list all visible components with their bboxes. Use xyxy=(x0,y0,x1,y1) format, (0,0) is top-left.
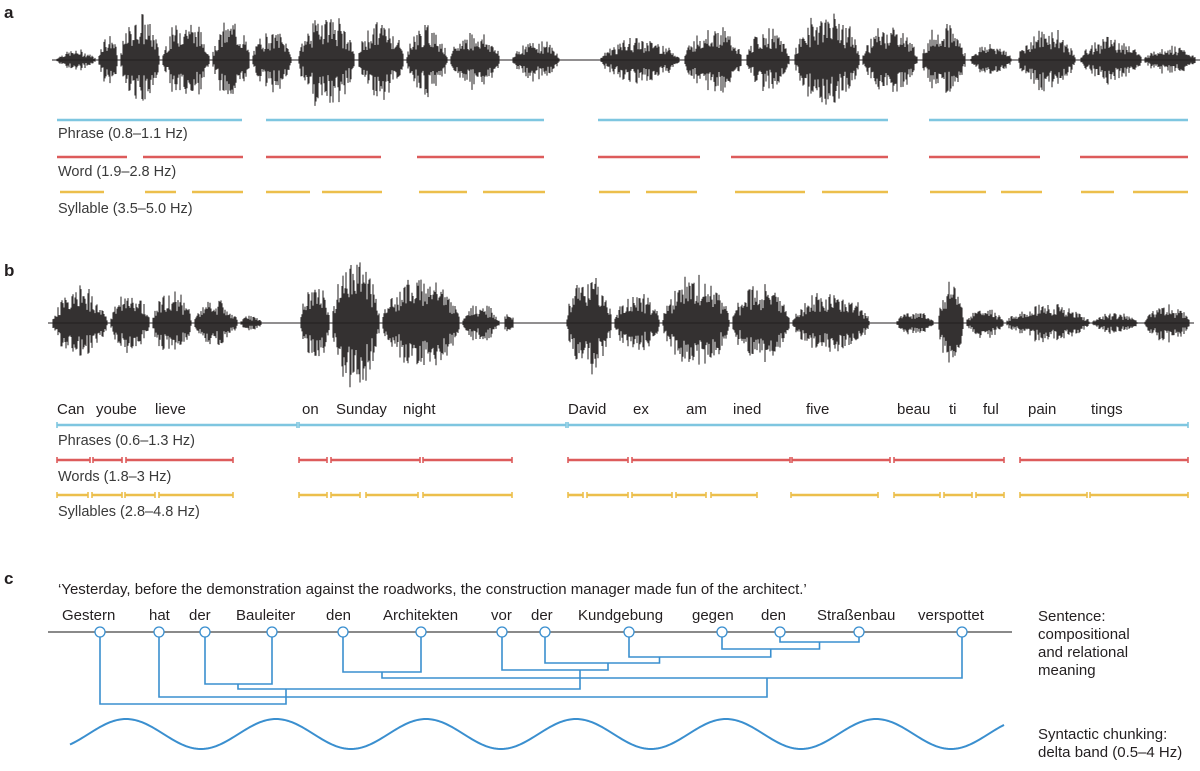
node-bauleiter xyxy=(266,626,278,638)
word-gegen: gegen xyxy=(692,607,734,624)
word-band-label-b: Words (1.8–3 Hz) xyxy=(58,469,171,485)
sentence-side-label: Sentence: compositional and relational m… xyxy=(1038,608,1130,679)
chunking-label-line-1: Syntactic chunking: xyxy=(1038,726,1167,743)
node-kundgebung xyxy=(623,626,635,638)
word-strassenbau: Straßenbau xyxy=(817,607,895,624)
word-kundgebung: Kundgebung xyxy=(578,607,663,624)
node-der-2 xyxy=(539,626,551,638)
node-strassenbau xyxy=(853,626,865,638)
syllable-band-label-b: Syllables (2.8–4.8 Hz) xyxy=(58,504,200,520)
bracket-gestern-clause xyxy=(99,632,287,705)
panel-a-envelope xyxy=(56,13,1196,106)
word-den-1: den xyxy=(326,607,351,624)
bracket-den-architekten xyxy=(342,632,422,673)
word-sunday: Sunday xyxy=(336,401,387,418)
node-gegen xyxy=(716,626,728,638)
syllable-band-label-a: Syllable (3.5–5.0 Hz) xyxy=(58,201,193,217)
sentence-label-line-1: Sentence: xyxy=(1038,608,1106,625)
panel-a-waveform xyxy=(52,13,1200,106)
word-five: five xyxy=(806,401,829,418)
bracket-subject-vp xyxy=(237,670,581,690)
node-den-2 xyxy=(774,626,786,638)
bracket-der-bauleiter xyxy=(204,632,273,685)
word-yoube: yoube xyxy=(96,401,137,418)
word-can: Can xyxy=(57,401,85,418)
panel-b-bands xyxy=(56,422,1189,498)
panel-b: b Can yoube lieve on Sunday night David … xyxy=(4,261,1194,520)
bracket-vor-phrase xyxy=(501,632,609,671)
node-gestern xyxy=(94,626,106,638)
panel-b-waveform xyxy=(48,262,1194,388)
phrase-band-label-a: Phrase (0.8–1.1 Hz) xyxy=(58,126,188,142)
word-on: on xyxy=(302,401,319,418)
word-ex: ex xyxy=(633,401,649,418)
chunking-label-line-2: delta band (0.5–4 Hz) xyxy=(1038,744,1182,761)
word-gestern: Gestern xyxy=(62,607,115,624)
node-den-1 xyxy=(337,626,349,638)
node-verspottet xyxy=(956,626,968,638)
word-der-1: der xyxy=(189,607,211,624)
chunking-side-label: Syntactic chunking: delta band (0.5–4 Hz… xyxy=(1038,726,1182,761)
sentence-label-line-2: compositional xyxy=(1038,626,1130,643)
word-ti: ti xyxy=(949,401,957,418)
word-hat: hat xyxy=(149,607,171,624)
word-der-2: der xyxy=(531,607,553,624)
word-vor: vor xyxy=(491,607,512,624)
sentence-label-line-4: meaning xyxy=(1038,662,1096,679)
panel-b-words: Can yoube lieve on Sunday night David ex… xyxy=(57,401,1123,418)
node-vor xyxy=(496,626,508,638)
word-ful: ful xyxy=(983,401,999,418)
word-night: night xyxy=(403,401,436,418)
panel-a: a Phrase (0.8–1.1 Hz) Word (1.9–2.8 Hz) … xyxy=(4,3,1200,217)
panel-a-bands xyxy=(57,118,1188,194)
word-am: am xyxy=(686,401,707,418)
word-beau: beau xyxy=(897,401,930,418)
node-der-1 xyxy=(199,626,211,638)
word-den-2: den xyxy=(761,607,786,624)
word-ined: ined xyxy=(733,401,761,418)
bracket-gegen-phrase xyxy=(721,632,821,650)
sentence-label-line-3: and relational xyxy=(1038,644,1128,661)
word-tings: tings xyxy=(1091,401,1123,418)
panel-a-letter: a xyxy=(4,3,14,22)
word-bauleiter: Bauleiter xyxy=(236,607,295,624)
word-architekten: Architekten xyxy=(383,607,458,624)
phrase-band-label-b: Phrases (0.6–1.3 Hz) xyxy=(58,433,195,449)
bracket-den-strassenbau xyxy=(779,632,860,643)
node-architekten xyxy=(415,626,427,638)
panel-c: c ‘Yesterday, before the demonstration a… xyxy=(4,569,1182,761)
panel-b-envelope xyxy=(52,262,1190,388)
node-hat xyxy=(153,626,165,638)
bracket-kundgebung-gegen xyxy=(628,632,772,658)
word-david: David xyxy=(568,401,606,418)
word-band-label-a: Word (1.9–2.8 Hz) xyxy=(58,164,176,180)
bracket-hat-clause xyxy=(158,632,768,698)
word-verspottet: verspottet xyxy=(918,607,985,624)
german-words: Gestern hat der Bauleiter den Architekte… xyxy=(62,607,985,624)
delta-wave xyxy=(69,717,1005,750)
bracket-object-verb xyxy=(381,632,963,679)
panel-c-letter: c xyxy=(4,569,13,588)
word-pain: pain xyxy=(1028,401,1056,418)
syntax-tree xyxy=(94,626,968,705)
bracket-der-kundgebung xyxy=(544,632,661,664)
word-lieve: lieve xyxy=(155,401,186,418)
panel-b-letter: b xyxy=(4,261,14,280)
sentence-translation: ‘Yesterday, before the demonstration aga… xyxy=(58,581,807,598)
